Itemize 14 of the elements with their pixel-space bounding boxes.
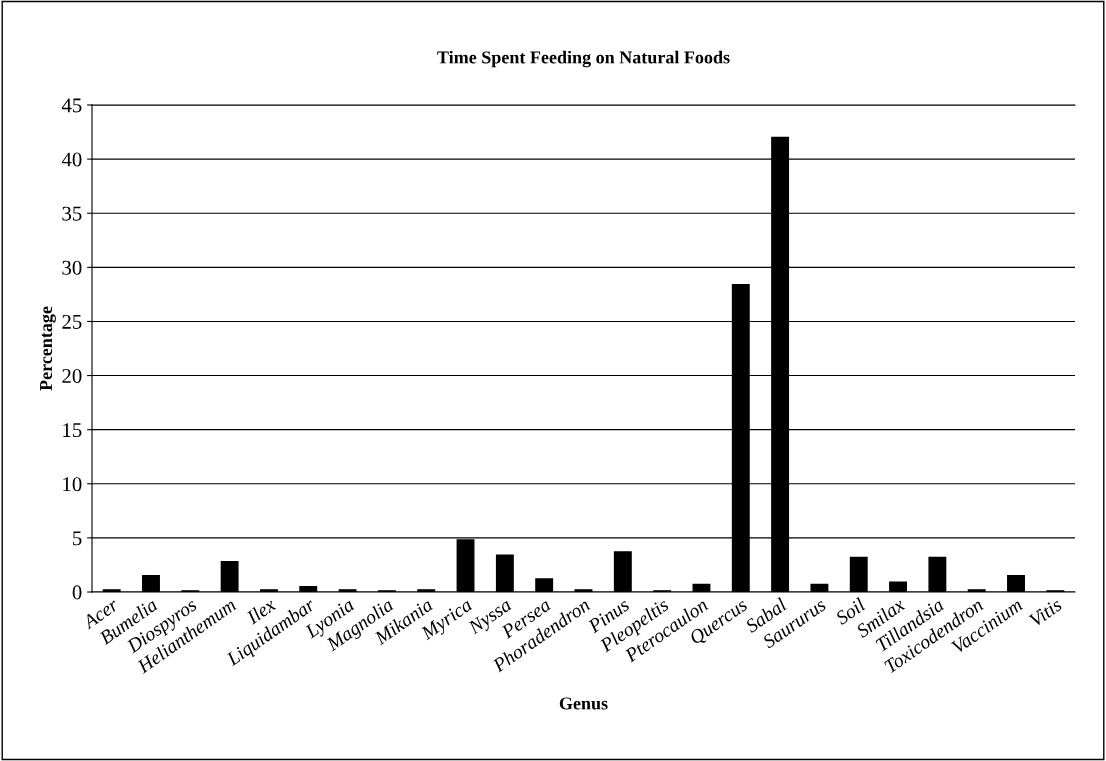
y-tick-label: 5 [73,531,82,546]
y-tick-label: 45 [61,98,82,113]
x-axis-title: Genus [559,697,608,710]
y-tick-label: 25 [62,314,82,329]
chart-title: Time Spent Feeding on Natural Foods [437,50,730,68]
y-tick-label: 20 [62,368,82,383]
y-tick-label: 10 [63,477,82,492]
y-tick-label: 30 [62,260,82,275]
y-tick-label: 15 [63,423,82,438]
y-tick-label: 35 [62,206,82,221]
y-tick-label: 0 [72,585,82,600]
x-tick-label: Vitis [1028,597,1063,628]
y-axis-title: Percentage [40,306,56,391]
y-tick-label: 40 [61,152,82,167]
